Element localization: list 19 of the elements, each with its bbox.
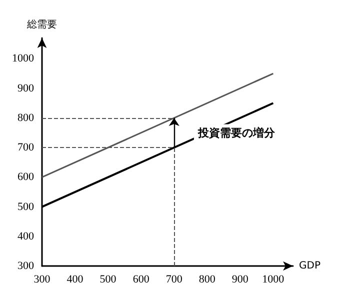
x-tick-label: 700	[166, 274, 183, 286]
y-tick-label: 800	[18, 112, 34, 124]
y-tick-label: 900	[18, 82, 34, 94]
x-tick-label: 300	[34, 274, 51, 286]
x-tick-label: 800	[198, 274, 216, 286]
x-tick-label: 1000	[262, 274, 285, 286]
y-tick-label: 700	[18, 142, 34, 154]
x-tick-label: 400	[66, 274, 84, 286]
x-tick-label: 500	[100, 274, 117, 286]
y-tick-label: 600	[18, 171, 34, 184]
x-tick-label: 900	[232, 274, 249, 286]
x-tick-label: 600	[132, 274, 150, 286]
y-tick-label: 1000	[12, 52, 34, 65]
annotation: 投資需要の増分	[196, 126, 276, 140]
y-tick-label: 300	[18, 260, 34, 272]
y-axis-title: 総需要	[26, 18, 57, 30]
y-tick-label: 400	[18, 230, 34, 242]
y-tick-label: 500	[18, 200, 34, 213]
x-axis-title: GDP	[299, 260, 320, 272]
